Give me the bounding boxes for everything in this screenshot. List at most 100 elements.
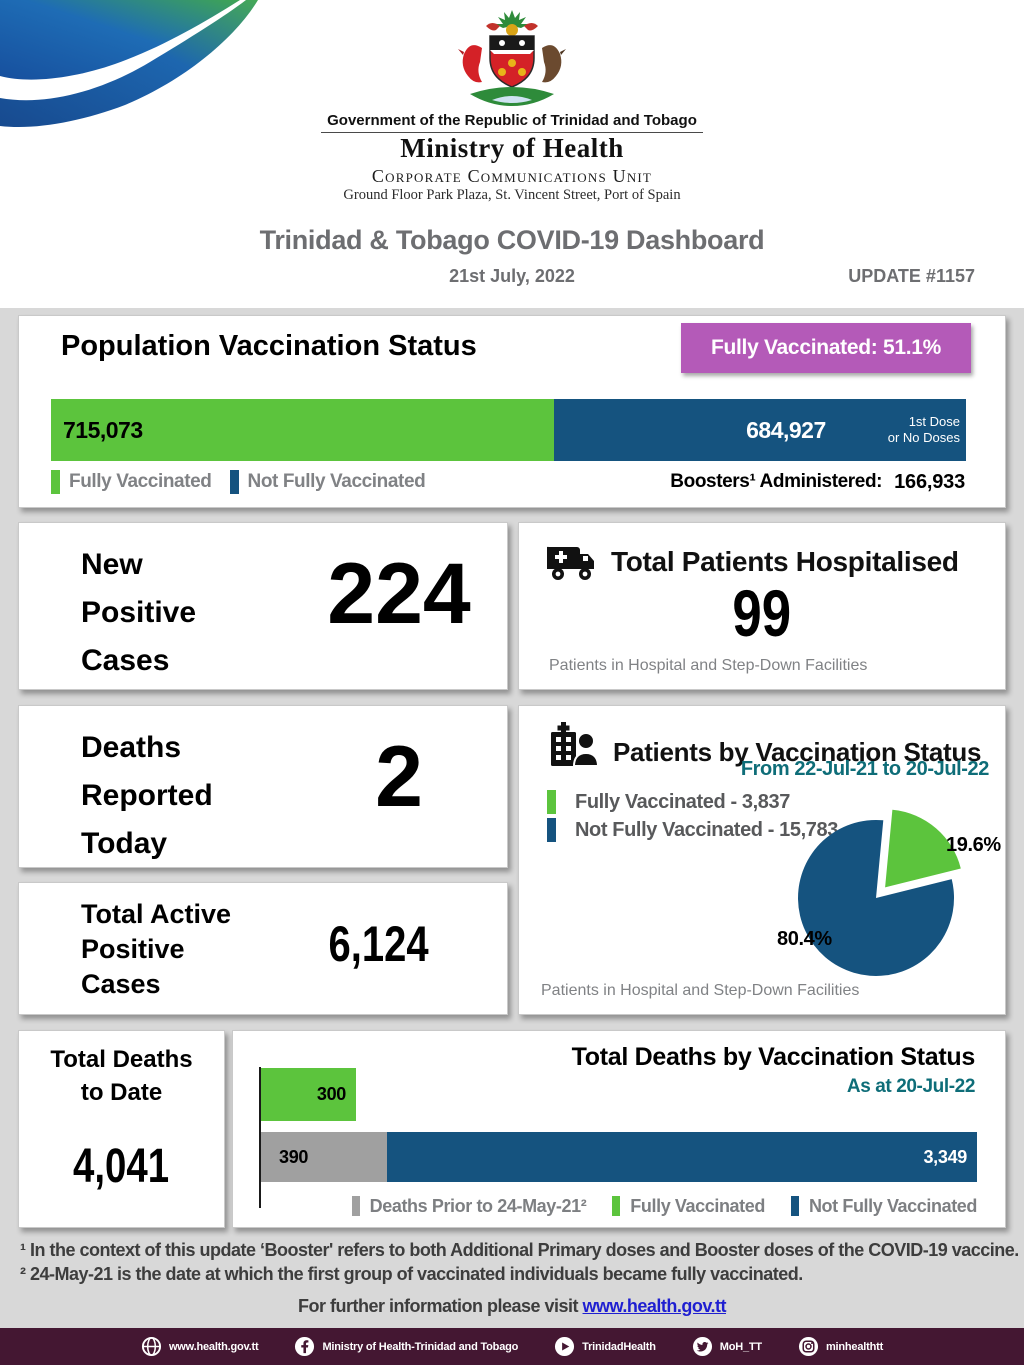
patients-by-status-period: From 22-Jul-21 to 20-Jul-22 xyxy=(740,758,990,780)
palm-crest xyxy=(486,10,538,36)
shield xyxy=(489,35,535,88)
supporter-birds xyxy=(458,45,566,83)
active-cases-value: 6,124 xyxy=(328,916,430,972)
not-fully-vaccinated-legend-marker xyxy=(547,818,556,842)
social-footer-bar: www.health.gov.tt Ministry of Health-Tri… xyxy=(0,1328,1024,1365)
deaths-by-vaccination-status-card: Total Deaths by Vaccination Status As at… xyxy=(232,1030,1006,1228)
communications-unit: Corporate Communications Unit xyxy=(371,166,653,186)
footer-item-website[interactable]: www.health.gov.tt xyxy=(141,1336,259,1357)
footer-item-instagram[interactable]: minhealthtt xyxy=(798,1336,883,1357)
deaths-bar-gray-value: 390 xyxy=(279,1146,309,1167)
coat-of-arms xyxy=(458,10,566,106)
update-number: UPDATE #1157 xyxy=(848,266,975,286)
fully-vaccinated-legend-label: Fully Vaccinated xyxy=(630,1195,765,1216)
instagram-icon xyxy=(798,1336,818,1357)
health-gov-link[interactable]: www.health.gov.tt xyxy=(582,1296,727,1316)
more-info-line: For further information please visit www… xyxy=(0,1296,1024,1317)
footnote-date: ² 24-May-21 is the date at which the fir… xyxy=(20,1264,803,1284)
fully-vaccinated-value: 715,073 xyxy=(63,416,143,443)
footer-twitter-label: MoH_TT xyxy=(719,1340,762,1353)
deaths-bar-green-value: 300 xyxy=(316,1084,346,1104)
new-positive-cases-card: New Positive Cases 224 xyxy=(18,522,508,690)
twitter-icon xyxy=(692,1336,712,1357)
active-cases-label: Total Active Positive Cases xyxy=(81,899,232,999)
pie-label-blue: 80.4% xyxy=(777,928,832,950)
deaths-bar-prior: 390 xyxy=(261,1132,387,1182)
footer-youtube-label: TrinidadHealth xyxy=(582,1340,656,1353)
patients-hospitalised-value: 99 xyxy=(732,576,792,650)
base-water xyxy=(492,96,532,103)
fully-vaccinated-legend-marker xyxy=(547,790,556,814)
deaths-reported-today-card: Deaths Reported Today 2 xyxy=(18,705,508,868)
deaths-chart-legend: Deaths Prior to 24-May-21² Fully Vaccina… xyxy=(261,1194,977,1218)
pie-slice-fully-vaccinated xyxy=(885,809,961,888)
fully-vaccinated-badge: Fully Vaccinated: 51.1% xyxy=(681,323,971,373)
corner-swoosh-decoration xyxy=(0,0,258,128)
globe-icon xyxy=(141,1336,161,1357)
pie-legend-fully-label: Fully Vaccinated - 3,837 xyxy=(575,790,790,813)
more-info-prefix: For further information please visit xyxy=(297,1296,583,1316)
deaths-chart-axis xyxy=(259,1067,261,1208)
fully-vaccinated-legend-marker xyxy=(51,470,60,494)
deaths-chart-heading: Total Deaths by Vaccination Status xyxy=(571,1043,976,1071)
not-fully-vaccinated-value: 684,927 xyxy=(746,416,826,443)
deaths-bar-row: 390 3,349 xyxy=(261,1132,977,1182)
youtube-icon xyxy=(555,1336,575,1357)
population-stacked-bar: 715,073 684,927 1st Dose or No Doses xyxy=(51,399,966,461)
pie-slice-not-fully-vaccinated xyxy=(798,819,955,976)
deaths-bar-not-fully-vaccinated: 3,349 xyxy=(387,1132,977,1182)
not-fully-vaccinated-legend-label: Not Fully Vaccinated xyxy=(808,1195,977,1216)
patients-hospitalised-card: Total Patients Hospitalised 99 Patients … xyxy=(518,522,1006,690)
first-dose-note: 1st Dose or No Doses xyxy=(887,413,960,445)
government-line: Government of the Republic of Trinidad a… xyxy=(0,112,1024,133)
deaths-chart-as-at: As at 20-Jul-22 xyxy=(846,1076,976,1097)
footer-item-twitter[interactable]: MoH_TT xyxy=(692,1336,762,1357)
facebook-icon xyxy=(295,1336,315,1357)
dashboard-title: Trinidad & Tobago COVID-19 Dashboard xyxy=(259,225,765,255)
fully-vaccinated-legend-marker xyxy=(612,1196,621,1216)
ministry-name: Ministry of Health xyxy=(400,133,624,163)
footnote-booster: ¹ In the context of this update ‘Booster… xyxy=(20,1240,1019,1260)
population-vaccination-heading: Population Vaccination Status xyxy=(61,330,477,362)
population-bar-legend: Fully Vaccinated Not Fully Vaccinated Bo… xyxy=(51,469,965,495)
patients-hospitalised-header: Total Patients Hospitalised xyxy=(547,541,959,583)
not-fully-vaccinated-legend-marker xyxy=(229,470,239,494)
new-positive-cases-value: 224 xyxy=(327,546,471,642)
pie-legend-not-fully: Not Fully Vaccinated - 15,783 xyxy=(547,818,838,842)
footer-instagram-label: minhealthtt xyxy=(825,1340,884,1353)
ambulance-icon xyxy=(547,546,594,580)
patients-by-status-header: Patients by Vaccination Status xyxy=(545,720,981,768)
footer-facebook-label: Ministry of Health-Trinidad and Tobago xyxy=(322,1340,519,1353)
deaths-bar-fully-vaccinated: 300 xyxy=(261,1068,356,1121)
total-deaths-card: Total Deaths to Date 4,041 xyxy=(18,1030,225,1228)
population-vaccination-card: Population Vaccination Status Fully Vacc… xyxy=(18,315,1006,508)
total-deaths-label: Total Deaths to Date xyxy=(50,1046,193,1106)
total-deaths-value: 4,041 xyxy=(73,1140,170,1193)
not-fully-vaccinated-bar-segment: 684,927 1st Dose or No Doses xyxy=(554,399,966,461)
patients-hospitalised-heading: Total Patients Hospitalised xyxy=(611,546,959,577)
pie-label-green: 19.6% xyxy=(946,834,1001,856)
footer-item-facebook[interactable]: Ministry of Health-Trinidad and Tobago xyxy=(294,1336,518,1357)
ministry-address: Ground Floor Park Plaza, St. Vincent Str… xyxy=(343,187,681,203)
boosters-value: 166,933 xyxy=(894,470,965,493)
footer-website-label: www.health.gov.tt xyxy=(168,1340,259,1353)
boosters-label: Boosters¹ Administered: xyxy=(670,471,883,492)
footer-item-youtube[interactable]: TrinidadHealth xyxy=(554,1336,656,1357)
dashboard-date: 21st July, 2022 xyxy=(449,266,575,286)
prior-deaths-legend-label: Deaths Prior to 24-May-21² xyxy=(369,1195,587,1216)
pie-legend-fully: Fully Vaccinated - 3,837 xyxy=(547,790,790,814)
patients-vaccination-pie-chart xyxy=(798,809,961,976)
new-positive-cases-label: New Positive Cases xyxy=(81,548,197,677)
deaths-bar-blue-value: 3,349 xyxy=(923,1146,967,1167)
prior-deaths-legend-marker xyxy=(351,1196,360,1216)
patients-by-status-note: Patients in Hospital and Step-Down Facil… xyxy=(541,982,860,999)
patients-hospitalised-note: Patients in Hospital and Step-Down Facil… xyxy=(549,657,868,674)
deaths-reported-today-label: Deaths Reported Today xyxy=(81,731,213,860)
fully-vaccinated-bar-segment: 715,073 xyxy=(51,399,554,461)
hospital-patient-icon xyxy=(551,722,600,767)
patients-by-status-heading: Patients by Vaccination Status xyxy=(613,737,982,767)
not-fully-vaccinated-legend-marker xyxy=(790,1196,799,1216)
active-positive-cases-card: Total Active Positive Cases 6,124 xyxy=(18,882,508,1015)
not-fully-vaccinated-legend-label: Not Fully Vaccinated xyxy=(247,471,426,492)
